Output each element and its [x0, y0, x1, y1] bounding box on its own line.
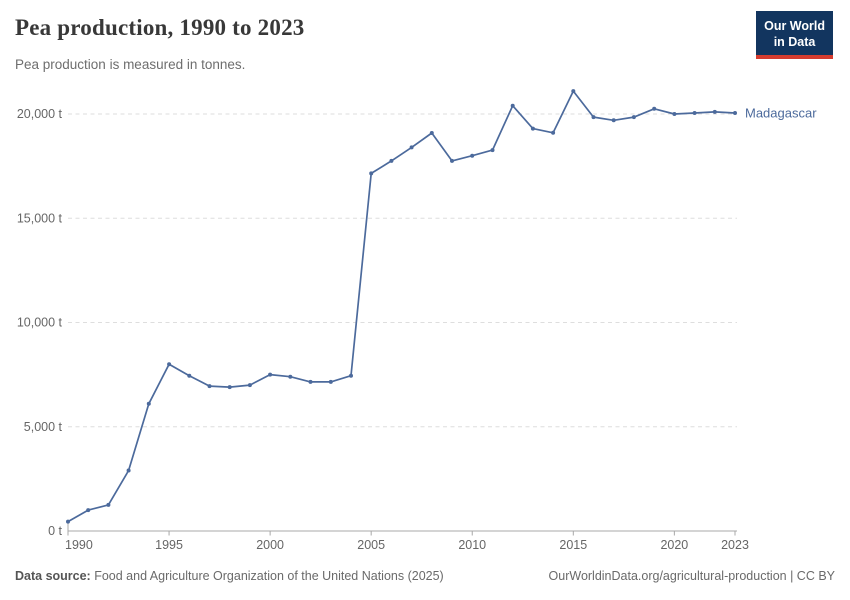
series-label-madagascar[interactable]: Madagascar — [745, 105, 817, 120]
data-point[interactable] — [611, 118, 616, 123]
data-point[interactable] — [66, 519, 70, 524]
data-point[interactable] — [450, 158, 454, 163]
x-tick-label: 1990 — [65, 538, 93, 552]
data-source-value: Food and Agriculture Organization of the… — [90, 569, 444, 583]
data-point[interactable] — [268, 372, 273, 377]
x-tick-label: 2015 — [559, 538, 587, 552]
attribution-link[interactable]: OurWorldinData.org/agricultural-producti… — [548, 569, 835, 583]
data-point[interactable] — [530, 126, 535, 131]
y-tick-label: 15,000 t — [17, 211, 63, 225]
chart-subtitle: Pea production is measured in tonnes. — [15, 57, 246, 72]
data-point[interactable] — [328, 379, 333, 384]
data-point[interactable] — [187, 373, 192, 378]
data-point[interactable] — [369, 171, 374, 176]
data-point[interactable] — [510, 103, 515, 108]
data-point[interactable] — [389, 158, 394, 163]
x-tick-label: 2023 — [721, 538, 749, 552]
data-point[interactable] — [167, 362, 172, 367]
data-point[interactable] — [308, 379, 313, 384]
x-tick-label: 2005 — [357, 538, 385, 552]
data-point[interactable] — [207, 384, 212, 389]
x-tick-label: 2000 — [256, 538, 284, 552]
data-point[interactable] — [692, 111, 697, 115]
data-point[interactable] — [652, 106, 657, 111]
data-point[interactable] — [571, 89, 576, 94]
owid-logo-line2: in Data — [773, 35, 816, 50]
data-source-line[interactable]: Data source: Food and Agriculture Organi… — [15, 569, 444, 583]
data-point[interactable] — [712, 109, 717, 114]
data-point[interactable] — [349, 373, 353, 378]
data-point[interactable] — [672, 112, 677, 116]
y-tick-label: 5,000 t — [24, 420, 63, 434]
data-point[interactable] — [631, 115, 636, 120]
data-source-label: Data source: — [15, 569, 91, 583]
owid-logo-line1: Our World — [764, 19, 825, 33]
y-tick-label: 20,000 t — [17, 107, 63, 121]
data-point[interactable] — [227, 385, 232, 390]
x-tick-label: 1995 — [155, 538, 183, 552]
data-point[interactable] — [288, 374, 293, 379]
data-point[interactable] — [429, 131, 434, 135]
data-point[interactable] — [551, 130, 556, 135]
page-title: Pea production, 1990 to 2023 — [15, 15, 305, 40]
data-point[interactable] — [146, 401, 151, 406]
data-point[interactable] — [490, 148, 495, 153]
data-point[interactable] — [733, 111, 737, 115]
series-line-madagascar[interactable] — [67, 90, 736, 523]
x-tick-label: 2020 — [660, 538, 688, 552]
data-point[interactable] — [591, 115, 596, 120]
data-point[interactable] — [86, 508, 91, 513]
chart-footer: Data source: Food and Agriculture Organi… — [15, 569, 835, 583]
data-point[interactable] — [409, 145, 414, 150]
data-point[interactable] — [247, 383, 252, 388]
data-point[interactable] — [470, 153, 475, 158]
data-point[interactable] — [106, 502, 111, 507]
data-point[interactable] — [126, 468, 131, 473]
y-tick-label: 0 t — [48, 524, 62, 538]
y-tick-label: 10,000 t — [17, 316, 63, 330]
x-tick-label: 2010 — [458, 538, 486, 552]
owid-logo[interactable]: Our World in Data — [756, 11, 833, 59]
